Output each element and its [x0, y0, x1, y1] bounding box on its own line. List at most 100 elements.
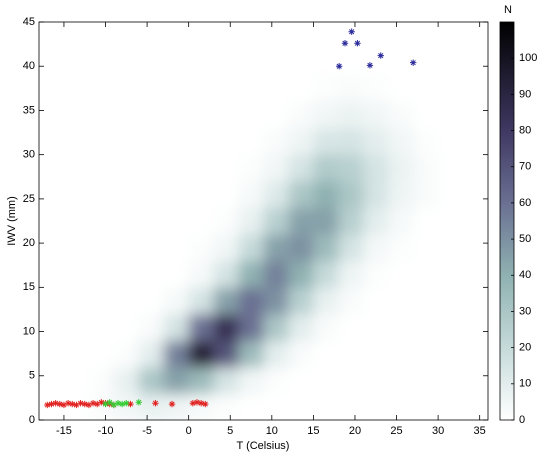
x-tick-label: 5: [227, 425, 233, 437]
density-cell: [238, 154, 264, 182]
density-cell: [213, 340, 240, 368]
density-cell: [213, 366, 240, 394]
density-cell: [163, 313, 190, 341]
density-cell: [438, 207, 464, 235]
density-cell: [263, 287, 289, 315]
density-cell: [313, 260, 339, 288]
colorbar: [499, 21, 515, 421]
density-cell: [113, 340, 140, 368]
density-cell: [288, 154, 314, 182]
density-cell: [213, 75, 240, 103]
density-cell: [213, 101, 240, 129]
density-cell: [138, 313, 165, 341]
star-marker: [189, 399, 197, 407]
density-cell: [438, 287, 464, 315]
star-marker: [52, 399, 59, 407]
density-layer: [88, 75, 464, 420]
density-cell: [338, 128, 364, 156]
x-tick-label: 10: [266, 425, 278, 437]
star-marker: [335, 63, 343, 70]
density-cell: [288, 207, 314, 235]
star-marker: [94, 400, 101, 408]
star-marker: [341, 40, 349, 47]
density-cell: [88, 313, 115, 341]
y-tick-label: 35: [23, 104, 35, 116]
density-cell: [138, 181, 165, 209]
density-cell: [188, 181, 215, 209]
density-cell: [263, 75, 289, 103]
density-cell: [113, 75, 140, 103]
y-tick-label: 30: [23, 149, 35, 161]
star-marker: [85, 401, 93, 409]
colorbar-tick-label: 100: [519, 52, 537, 64]
density-cell: [313, 154, 339, 182]
x-tick-label: 15: [307, 425, 319, 437]
density-cell: [263, 313, 289, 341]
density-cell: [263, 101, 289, 129]
density-cell: [113, 366, 140, 394]
colorbar-tick-label: 30: [519, 305, 531, 317]
density-cell: [313, 207, 339, 235]
density-cell: [413, 101, 439, 129]
density-cell: [163, 287, 190, 315]
density-cell: [263, 207, 289, 235]
density-cell: [363, 101, 389, 129]
density-cell: [363, 234, 389, 262]
density-cell: [338, 101, 364, 129]
density-cell: [88, 154, 115, 182]
colorbar-tick-label: 70: [519, 161, 531, 173]
density-cell: [413, 207, 439, 235]
star-marker: [64, 399, 72, 407]
y-tick-label: 15: [23, 281, 35, 293]
y-tick-label: 5: [29, 370, 35, 382]
density-cell: [113, 154, 140, 182]
y-tick-label: 40: [23, 60, 35, 72]
density-cell: [413, 260, 439, 288]
density-cell: [388, 260, 414, 288]
density-cell: [138, 393, 165, 420]
density-cell: [188, 313, 215, 341]
density-cell: [288, 287, 314, 315]
star-marker: [102, 400, 109, 408]
density-cell: [188, 234, 215, 262]
star-marker: [135, 399, 142, 406]
density-cell: [438, 128, 464, 156]
colorbar-tick-label: 20: [519, 342, 531, 354]
density-cell: [413, 75, 439, 103]
density-cell: [88, 207, 115, 235]
density-cell: [188, 287, 215, 315]
density-cell: [288, 340, 314, 368]
density-cell: [213, 181, 240, 209]
star-marker: [77, 399, 84, 407]
density-cell: [113, 101, 140, 129]
density-cell: [188, 207, 215, 235]
density-cell: [238, 128, 264, 156]
density-cell: [413, 287, 439, 315]
plot-frame: [38, 21, 489, 421]
density-cell: [238, 393, 264, 420]
density-cell: [363, 128, 389, 156]
density-cell: [188, 75, 215, 103]
density-cell: [388, 101, 414, 129]
density-cell: [363, 154, 389, 182]
density-cell: [263, 260, 289, 288]
density-cell: [138, 366, 165, 394]
density-cell: [88, 234, 115, 262]
star-marker: [118, 400, 126, 408]
density-cell: [363, 260, 389, 288]
star-marker: [69, 400, 76, 408]
density-cell: [313, 313, 339, 341]
density-cell: [163, 128, 190, 156]
density-cell: [388, 154, 414, 182]
density-cell: [113, 393, 140, 420]
density-cell: [263, 234, 289, 262]
x-tick-label: 20: [349, 425, 361, 437]
density-cell: [163, 181, 190, 209]
density-cell: [313, 366, 339, 394]
density-cell: [213, 260, 240, 288]
star-marker: [366, 62, 374, 69]
density-cell: [438, 101, 464, 129]
density-cell: [113, 207, 140, 235]
density-cell: [238, 366, 264, 394]
